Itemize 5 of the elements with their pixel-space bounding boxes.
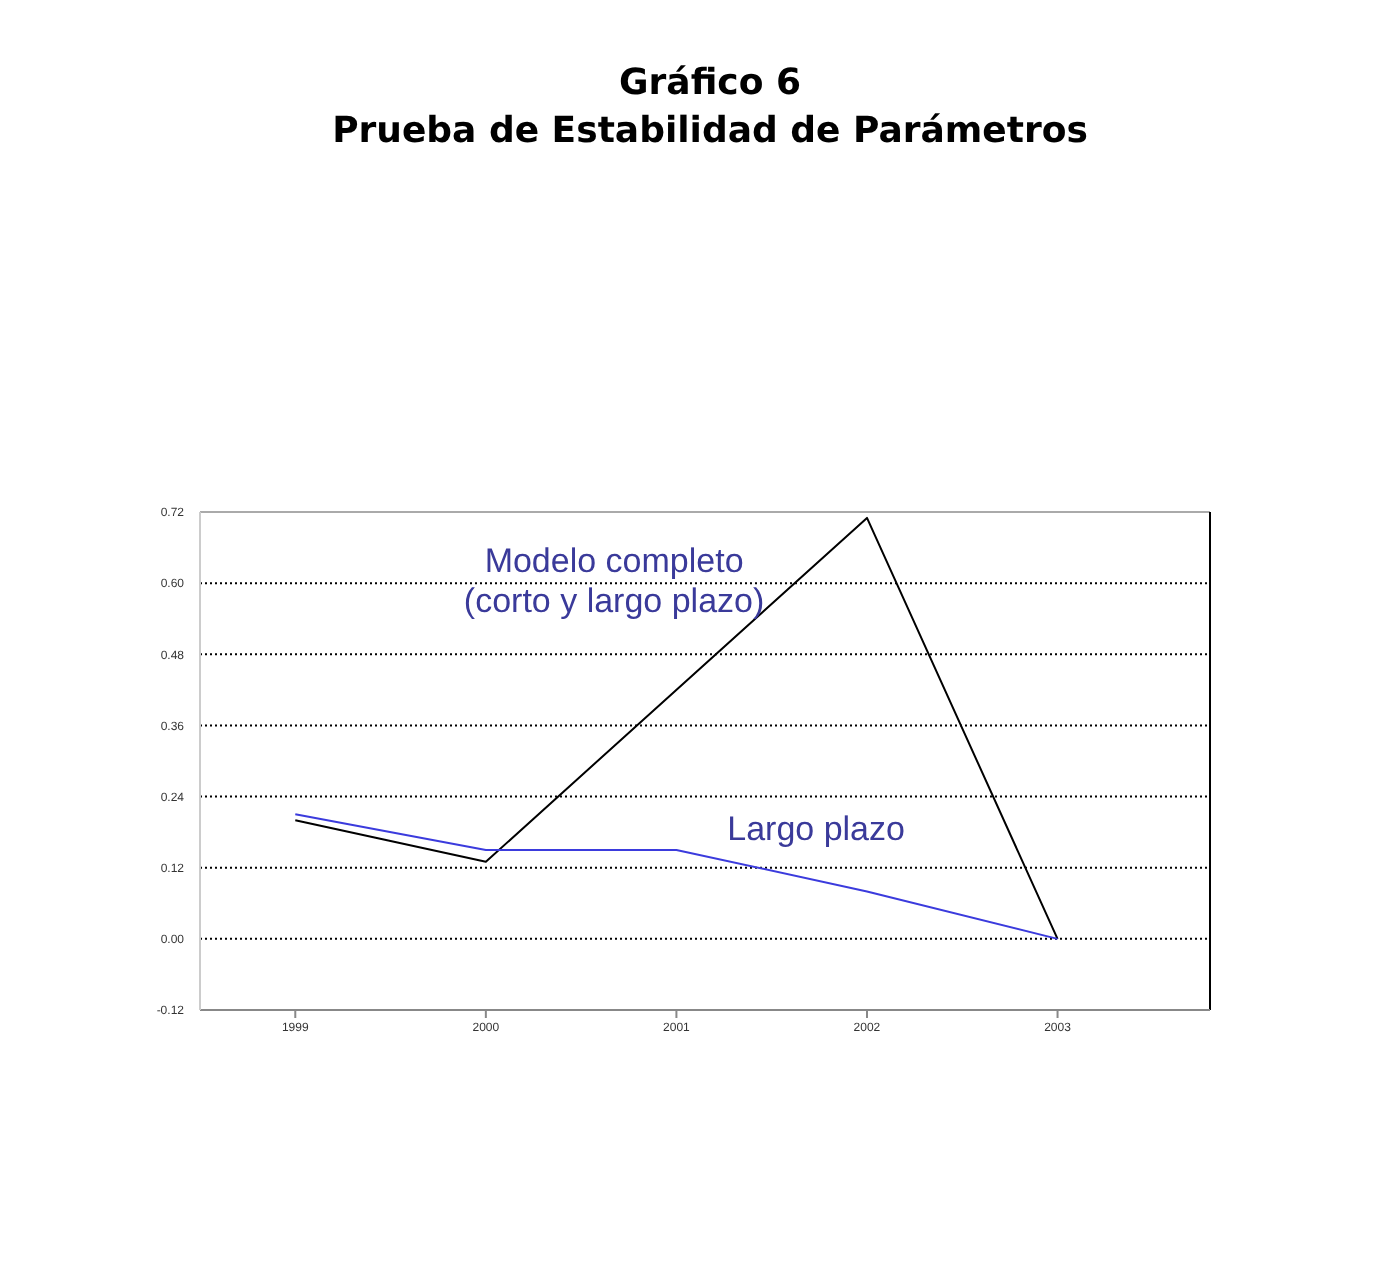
- chart-title: Gráfico 6: [617, 60, 803, 108]
- series-label: Largo plazo: [725, 810, 907, 851]
- series-label: Modelo completo (corto y largo plazo): [461, 541, 767, 622]
- line-series: [294, 813, 1059, 940]
- chart-subtitle: Prueba de Estabilidad de Parámetros: [330, 108, 1090, 156]
